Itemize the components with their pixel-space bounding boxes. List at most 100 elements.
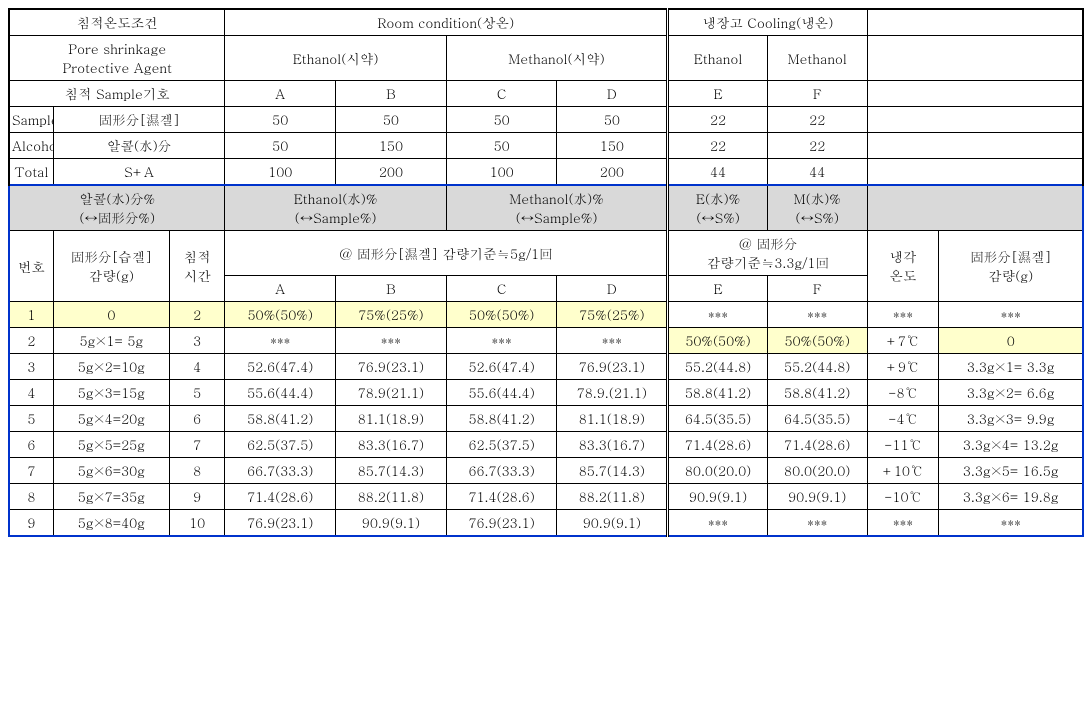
blank bbox=[867, 107, 1083, 133]
cell: 50 bbox=[446, 133, 557, 159]
cell: 44 bbox=[668, 159, 768, 186]
wet-l2: 감량(g) bbox=[56, 266, 167, 285]
row-time: 2 bbox=[170, 302, 225, 328]
row-d: 83.3(16.7) bbox=[557, 432, 668, 458]
total-l2: S+A bbox=[53, 159, 225, 186]
cell: 50 bbox=[225, 133, 336, 159]
wet-l1: 固形分[습겔] bbox=[56, 247, 167, 266]
row-c: 66.7(33.3) bbox=[446, 458, 557, 484]
row-e: 80.0(20.0) bbox=[668, 458, 768, 484]
row-c: 55.6(44.4) bbox=[446, 380, 557, 406]
ef-l1: @ 固形分 bbox=[671, 234, 864, 253]
cell: 100 bbox=[225, 159, 336, 186]
total-l1: Total bbox=[9, 159, 53, 186]
col-a: A bbox=[225, 81, 336, 107]
row-e: *** bbox=[668, 302, 768, 328]
row-d: 75%(25%) bbox=[557, 302, 668, 328]
cell: 22 bbox=[767, 107, 867, 133]
row-no: 3 bbox=[9, 354, 53, 380]
row-c: 50%(50%) bbox=[446, 302, 557, 328]
row-d: 90.9(9.1) bbox=[557, 510, 668, 537]
row-a: 66.7(33.3) bbox=[225, 458, 336, 484]
col-c: C bbox=[446, 81, 557, 107]
row-no: 2 bbox=[9, 328, 53, 354]
row-f: 58.8(41.2) bbox=[767, 380, 867, 406]
row-a: 71.4(28.6) bbox=[225, 484, 336, 510]
row-right: 0 bbox=[939, 328, 1083, 354]
cell: 150 bbox=[336, 133, 447, 159]
row-d: 88.2(11.8) bbox=[557, 484, 668, 510]
row-a: 58.8(41.2) bbox=[225, 406, 336, 432]
row-f: 90.9(9.1) bbox=[767, 484, 867, 510]
row-c: 71.4(28.6) bbox=[446, 484, 557, 510]
row-right: 3.3g×5= 16.5g bbox=[939, 458, 1083, 484]
abcd-title: @ 固形分[濕겔] 감량기준≒5g/1回 bbox=[225, 231, 668, 276]
temp-l2: 온도 bbox=[870, 266, 937, 285]
row-wet: 5g×6=30g bbox=[53, 458, 169, 484]
blank bbox=[867, 159, 1083, 186]
row-c: 76.9(23.1) bbox=[446, 510, 557, 537]
blank bbox=[867, 185, 1083, 231]
row-right: *** bbox=[939, 510, 1083, 537]
row-f: *** bbox=[767, 302, 867, 328]
row-wet: 5g×1= 5g bbox=[53, 328, 169, 354]
row-temp: -11℃ bbox=[867, 432, 939, 458]
row-no: 9 bbox=[9, 510, 53, 537]
col-temp: 냉각 온도 bbox=[867, 231, 939, 302]
row-time: 6 bbox=[170, 406, 225, 432]
col-f: F bbox=[767, 81, 867, 107]
row-right: 3.3g×4= 13.2g bbox=[939, 432, 1083, 458]
right-l1: 固形分[濕겔] bbox=[941, 247, 1080, 266]
sub-d: D bbox=[557, 276, 668, 302]
blank bbox=[867, 133, 1083, 159]
row-f: 50%(50%) bbox=[767, 328, 867, 354]
row-wet: 5g×7=35g bbox=[53, 484, 169, 510]
row-b: 88.2(11.8) bbox=[336, 484, 447, 510]
row-c: 62.5(37.5) bbox=[446, 432, 557, 458]
cell: 200 bbox=[336, 159, 447, 186]
row-f: 64.5(35.5) bbox=[767, 406, 867, 432]
gray-meth: Methanol(水)% (↔Sample%) bbox=[446, 185, 667, 231]
row-b: 81.1(18.9) bbox=[336, 406, 447, 432]
sub-e: E bbox=[668, 276, 768, 302]
row-a: 50%(50%) bbox=[225, 302, 336, 328]
row-a: 55.6(44.4) bbox=[225, 380, 336, 406]
sub-b: B bbox=[336, 276, 447, 302]
agent-label: Pore shrinkage Protective Agent bbox=[9, 36, 225, 81]
methanol-reagent: Methanol(시약) bbox=[446, 36, 667, 81]
row-right: 3.3g×2= 6.6g bbox=[939, 380, 1083, 406]
blank bbox=[867, 81, 1083, 107]
agent-l1: Pore shrinkage bbox=[12, 39, 222, 58]
ef-l2: 감량기준≒3.3g/1回 bbox=[671, 253, 864, 272]
gray-e: E(水)% (↔S%) bbox=[668, 185, 768, 231]
col-wet: 固形分[습겔] 감량(g) bbox=[53, 231, 169, 302]
cell: 50 bbox=[225, 107, 336, 133]
cooling-label: 냉장고 Cooling(냉온) bbox=[668, 9, 867, 36]
gray-e-l2: (↔S%) bbox=[671, 208, 765, 227]
row-d: 85.7(14.3) bbox=[557, 458, 668, 484]
row-right: 3.3g×3= 9.9g bbox=[939, 406, 1083, 432]
row-d: 78.9.(21.1) bbox=[557, 380, 668, 406]
row-no: 7 bbox=[9, 458, 53, 484]
row-e: 71.4(28.6) bbox=[668, 432, 768, 458]
gray-eth-l1: Ethanol(水)% bbox=[227, 189, 443, 208]
row-a: 76.9(23.1) bbox=[225, 510, 336, 537]
row-temp: -10℃ bbox=[867, 484, 939, 510]
cell: 50 bbox=[446, 107, 557, 133]
row-b: 85.7(14.3) bbox=[336, 458, 447, 484]
row-d: 76.9(23.1) bbox=[557, 354, 668, 380]
col-time: 침적 시간 bbox=[170, 231, 225, 302]
row-temp: +9℃ bbox=[867, 354, 939, 380]
gray-eth-l2: (↔Sample%) bbox=[227, 208, 443, 227]
cell: 200 bbox=[557, 159, 668, 186]
row-d: *** bbox=[557, 328, 668, 354]
row-right: *** bbox=[939, 302, 1083, 328]
gray-left-l2: (↔固形分%) bbox=[12, 208, 222, 227]
row-wet: 5g×5=25g bbox=[53, 432, 169, 458]
gray-meth-l2: (↔Sample%) bbox=[449, 208, 664, 227]
right-l2: 감량(g) bbox=[941, 266, 1080, 285]
row-wet: 5g×4=20g bbox=[53, 406, 169, 432]
row-e: 64.5(35.5) bbox=[668, 406, 768, 432]
gray-meth-l1: Methanol(水)% bbox=[449, 189, 664, 208]
row-wet: 0 bbox=[53, 302, 169, 328]
